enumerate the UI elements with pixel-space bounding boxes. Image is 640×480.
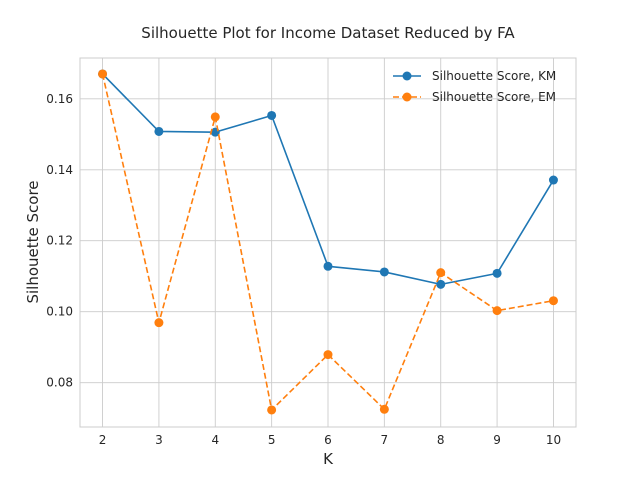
x-tick-label: 2 <box>99 433 107 447</box>
y-tick-label: 0.16 <box>46 92 73 106</box>
data-point <box>154 126 164 136</box>
legend: Silhouette Score, KM Silhouette Score, EM <box>393 69 556 104</box>
data-point <box>210 112 220 122</box>
x-tick-label: 7 <box>381 433 389 447</box>
data-point <box>323 350 333 360</box>
x-tick-label: 9 <box>493 433 501 447</box>
x-tick-label: 4 <box>211 433 219 447</box>
grid <box>80 58 576 427</box>
data-point <box>379 404 389 414</box>
x-tick-label: 10 <box>546 433 561 447</box>
data-point <box>379 267 389 277</box>
data-point <box>436 279 446 289</box>
data-point <box>492 268 502 278</box>
y-tick-label: 0.08 <box>46 376 73 390</box>
legend-label: Silhouette Score, EM <box>432 90 556 104</box>
plot-frame <box>79 57 577 428</box>
data-point <box>323 261 333 271</box>
data-point <box>154 318 164 328</box>
series-em <box>98 69 558 415</box>
legend-marker <box>402 71 412 81</box>
legend-item: Silhouette Score, EM <box>393 90 556 104</box>
y-tick-label: 0.12 <box>46 234 73 248</box>
legend-item: Silhouette Score, KM <box>393 69 556 83</box>
chart-title: Silhouette Plot for Income Dataset Reduc… <box>141 24 515 42</box>
legend-label: Silhouette Score, KM <box>432 69 556 83</box>
data-point <box>98 69 108 79</box>
data-point <box>267 110 277 120</box>
y-tick-label: 0.10 <box>46 305 73 319</box>
x-tick-label: 6 <box>324 433 332 447</box>
data-point <box>548 296 558 306</box>
x-axis-label: K <box>323 450 334 468</box>
y-tick-label: 0.14 <box>46 163 73 177</box>
data-point <box>548 175 558 185</box>
data-point <box>492 306 502 316</box>
y-axis-label: Silhouette Score <box>24 180 42 303</box>
series-layer <box>98 69 558 415</box>
x-tick-label: 5 <box>268 433 276 447</box>
y-axis-ticks: 0.08 0.10 0.12 0.14 0.16 <box>46 92 73 390</box>
x-tick-label: 8 <box>437 433 445 447</box>
x-axis-ticks: 2 3 4 5 6 7 8 9 10 <box>99 433 561 447</box>
legend-marker <box>402 92 412 102</box>
data-point <box>267 405 277 415</box>
data-point <box>436 268 446 278</box>
x-tick-label: 3 <box>155 433 163 447</box>
series-line <box>101 73 554 411</box>
